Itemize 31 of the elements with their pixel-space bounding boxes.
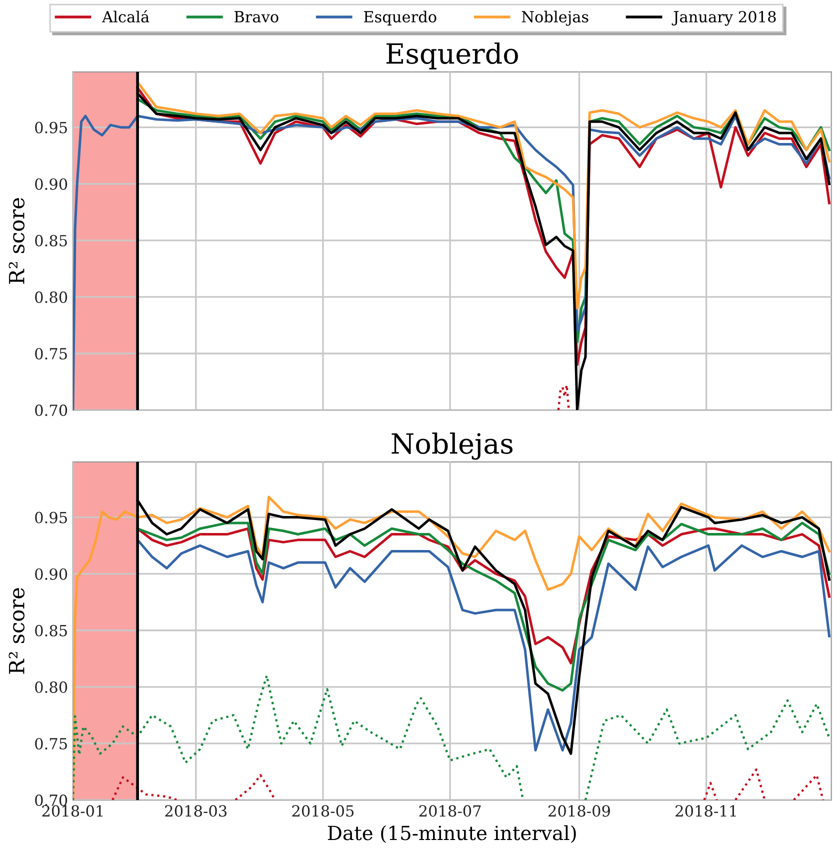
y-tick-label: 0.90 (35, 568, 68, 580)
y-tick-label: 0.80 (35, 291, 68, 303)
x-tick-label: 2018-07 (419, 805, 481, 817)
legend-label: Esquerdo (364, 10, 436, 26)
x-tick-label: 2018-11 (676, 805, 736, 817)
y-tick-label: 0.70 (35, 794, 68, 806)
x-tick-label: 2018-01 (42, 805, 103, 817)
chart-title: Noblejas (392, 432, 513, 460)
y-tick-label: 0.70 (35, 404, 68, 416)
x-tick-label: 2018-09 (548, 805, 610, 817)
y-tick-label: 0.75 (35, 738, 67, 750)
y-tick-label: 0.95 (35, 122, 67, 134)
x-tick-label: 2018-05 (292, 805, 354, 817)
y-tick-label: 0.95 (35, 512, 67, 524)
x-tick-label: 2018-03 (165, 805, 226, 817)
y-axis-title: R² score (8, 198, 24, 284)
chart-title: Esquerdo (386, 42, 518, 70)
line-series (136, 538, 830, 752)
y-tick-label: 0.85 (35, 624, 67, 636)
legend-label: Alcalá (102, 10, 150, 23)
y-tick-label: 0.75 (35, 348, 67, 360)
y-axis-title: R² score (8, 588, 24, 674)
y-tick-label: 0.85 (35, 234, 67, 246)
line-series (136, 522, 830, 692)
line-series (557, 384, 570, 410)
legend-label: January 2018 (672, 10, 776, 26)
y-tick-label: 0.80 (35, 681, 68, 693)
legend-label: Bravo (234, 11, 278, 23)
y-tick-label: 0.90 (35, 178, 68, 190)
legend-label: Noblejas (522, 10, 588, 26)
x-axis-title: Date (15-minute interval) (328, 825, 576, 844)
